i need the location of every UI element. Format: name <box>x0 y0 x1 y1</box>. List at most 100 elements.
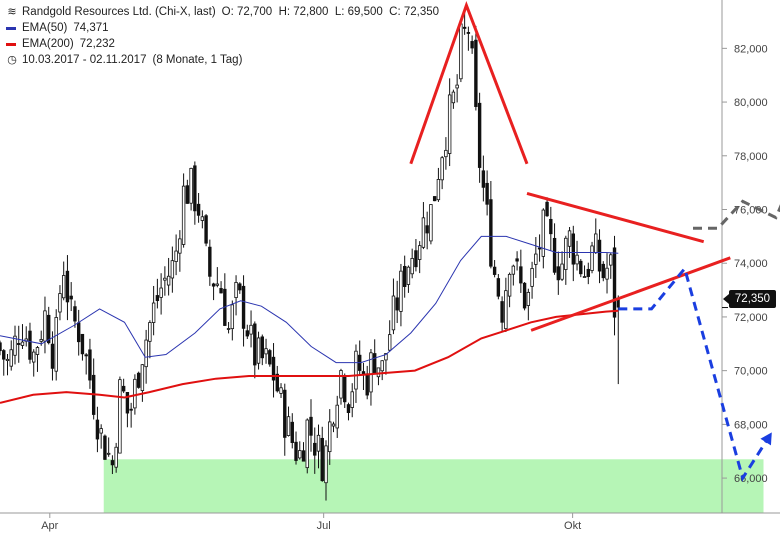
candle-body <box>196 203 201 216</box>
candle-body <box>504 290 508 330</box>
candle-body <box>5 358 10 362</box>
candle-body <box>537 247 542 250</box>
candle-body <box>328 421 332 453</box>
candle-body <box>58 293 62 313</box>
candle-body <box>481 170 486 188</box>
candle-body <box>298 450 302 459</box>
y-tick-label: 74,000 <box>734 258 768 270</box>
legend-ema200-row: EMA(200) 72,232 <box>6 36 439 52</box>
candle-body <box>50 343 55 369</box>
candle-body <box>612 247 617 318</box>
candle-body <box>290 421 294 443</box>
candle-body <box>76 322 81 343</box>
y-tick-label: 82,000 <box>734 43 768 55</box>
candle-body <box>219 288 223 294</box>
candle-body <box>346 404 351 414</box>
projection-down-arrow-head <box>760 432 772 446</box>
candle-body <box>507 273 512 297</box>
candle-body <box>264 348 268 355</box>
candle-body <box>95 419 100 440</box>
candle-body <box>560 263 564 280</box>
candle-body <box>500 301 504 323</box>
candle-body <box>241 285 246 329</box>
candle-body <box>552 237 557 273</box>
candle-body <box>601 263 605 279</box>
candle-body <box>13 335 17 356</box>
candle-body <box>61 275 66 299</box>
date-range: 10.03.2017 - 02.11.2017 <box>22 54 147 66</box>
candle-body <box>271 356 276 381</box>
candle-body <box>402 265 407 287</box>
candle-body <box>459 23 463 80</box>
candle-body <box>440 157 444 181</box>
candle-body <box>496 278 501 297</box>
candle-body <box>174 250 178 262</box>
candle-body <box>376 367 381 378</box>
candle-body <box>605 267 609 280</box>
candle-body <box>477 102 482 168</box>
candle-body <box>455 84 459 89</box>
candle-body <box>305 419 309 469</box>
triangle-upper-line <box>526 191 705 244</box>
candle-body <box>545 201 549 217</box>
candle-body <box>492 266 497 275</box>
candle-body <box>133 378 137 409</box>
candle-body <box>294 441 298 461</box>
candle-body <box>335 404 339 429</box>
ema200-swatch <box>6 42 16 46</box>
candle-body <box>436 179 441 201</box>
ema200-value: 72,232 <box>79 38 115 50</box>
legend-range-row: ◷ 10.03.2017 - 02.11.2017 (8 Monate, 1 T… <box>6 52 439 68</box>
y-tick-label: 72,000 <box>734 312 768 324</box>
candle-body <box>309 416 313 436</box>
candle-body <box>193 165 197 212</box>
candle-body <box>0 342 2 352</box>
candle-body <box>286 416 291 436</box>
candle-body <box>432 196 437 202</box>
support-zone <box>103 459 764 513</box>
candle-body <box>136 372 141 388</box>
candle-body <box>597 239 602 272</box>
candle-body <box>417 245 422 260</box>
candle-body <box>462 26 467 29</box>
candle-body <box>515 258 519 262</box>
chart-legend: ≋ Randgold Resources Ltd. (Chi-X, last) … <box>6 4 439 68</box>
candle-body <box>234 282 238 299</box>
candle-body <box>65 270 70 303</box>
candle-body <box>556 266 561 281</box>
candle-body <box>226 328 231 330</box>
x-tick-label: Okt <box>564 520 581 532</box>
candle-body <box>148 322 152 342</box>
candle-body <box>354 350 358 390</box>
last-candle-body <box>616 298 620 308</box>
candle-body <box>429 204 433 242</box>
candle-body <box>69 295 73 300</box>
candle-body <box>384 353 388 361</box>
candle-body <box>260 336 264 359</box>
candle-body <box>268 350 272 365</box>
y-tick-label: 66,000 <box>734 473 768 485</box>
peak-triangle <box>409 1 529 165</box>
period-text: (8 Monate, 1 Tag) <box>152 54 243 66</box>
candle-body <box>395 297 399 311</box>
candle-body <box>343 375 347 403</box>
candle-body <box>204 215 208 244</box>
candle-body <box>526 291 531 306</box>
candle-body <box>406 266 411 285</box>
candle-body <box>549 218 553 235</box>
x-tick-label: Apr <box>41 520 58 532</box>
candle-body <box>144 339 148 368</box>
x-tick-label: Jul <box>317 520 331 532</box>
candle-body <box>582 276 587 278</box>
legend-title-row: ≋ Randgold Resources Ltd. (Chi-X, last) … <box>6 4 439 20</box>
candle-body <box>110 460 115 466</box>
candle-body <box>586 268 590 277</box>
candle-body <box>151 302 156 323</box>
candle-body <box>166 275 171 286</box>
candle-body <box>324 445 328 484</box>
candle-body <box>421 217 426 248</box>
candle-body <box>369 352 373 393</box>
candle-body <box>474 39 478 107</box>
legend-ema50-row: EMA(50) 74,371 <box>6 20 439 36</box>
